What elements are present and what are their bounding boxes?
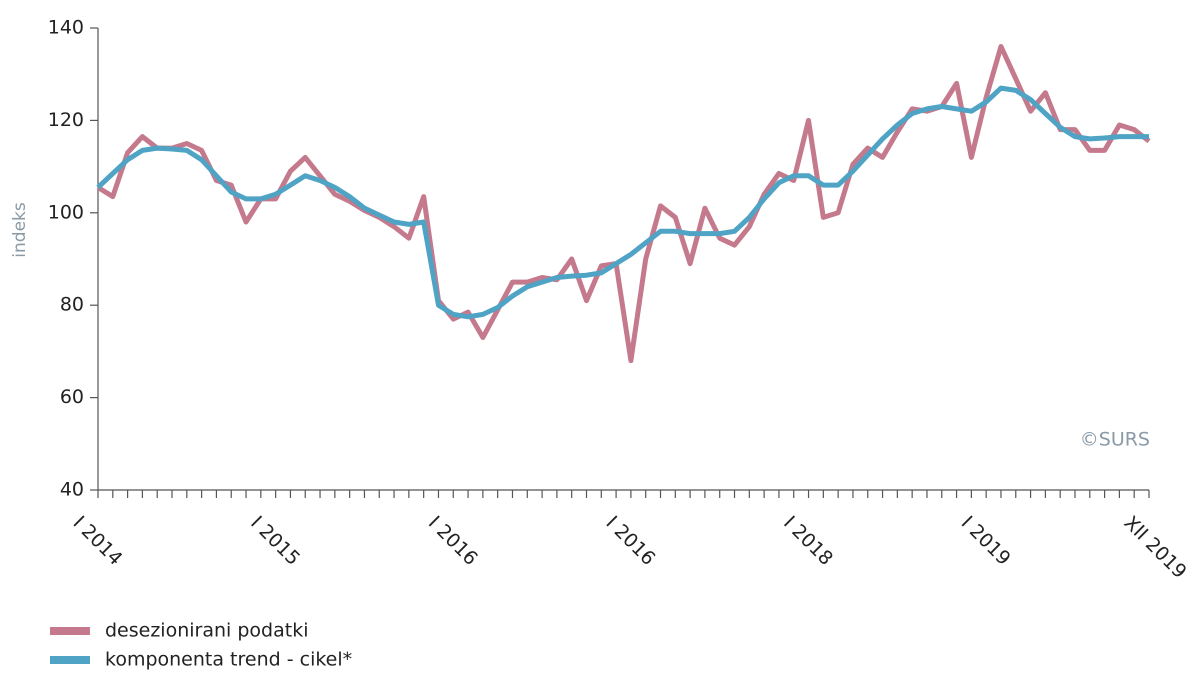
legend-label: komponenta trend - cikel*	[105, 649, 352, 671]
y-axis-label: indeks	[10, 202, 30, 258]
x-tick-label: I 2015	[246, 512, 304, 570]
y-tick-label: 40	[60, 479, 84, 501]
legend-swatch	[50, 627, 90, 635]
series-line	[96, 85, 1149, 320]
legend-swatch	[50, 656, 90, 664]
x-tick-label: XII 2019	[1120, 512, 1191, 583]
legend-label: desezionirani podatki	[105, 620, 308, 642]
x-tick-label: I 2016	[424, 512, 482, 570]
x-tick-label: I 2016	[601, 512, 659, 570]
y-tick-label: 140	[48, 17, 84, 39]
x-tick-label: I 2014	[69, 512, 127, 570]
x-tick-label: I 2018	[779, 512, 837, 570]
series-line	[96, 44, 1151, 364]
y-tick-label: 60	[60, 386, 84, 408]
y-tick-label: 120	[48, 109, 84, 131]
y-tick-label: 100	[48, 201, 84, 223]
x-tick-label: I 2019	[957, 512, 1015, 570]
annotation: ©SURS	[1080, 429, 1150, 451]
y-tick-label: 80	[60, 294, 84, 316]
